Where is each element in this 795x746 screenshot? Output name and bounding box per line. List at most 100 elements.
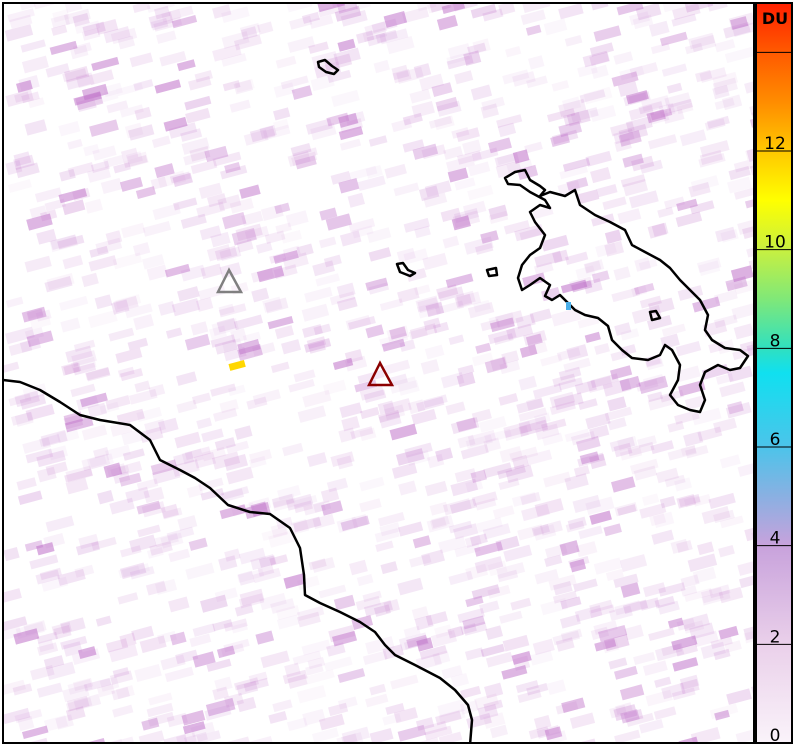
so2-pixel <box>457 364 475 376</box>
so2-pixel <box>166 712 188 728</box>
so2-pixel <box>212 686 229 701</box>
so2-pixel <box>134 380 151 393</box>
so2-pixel <box>196 417 213 430</box>
so2-pixel <box>522 3 551 14</box>
so2-pixel <box>26 308 44 321</box>
so2-pixel <box>727 365 753 383</box>
so2-pixel <box>233 34 262 51</box>
so2-pixel <box>338 178 360 194</box>
so2-pixel <box>348 165 378 181</box>
so2-pixel <box>460 623 477 635</box>
so2-pixel <box>302 324 323 338</box>
so2-pixel <box>450 417 480 435</box>
so2-pixel <box>473 299 491 313</box>
so2-pixel <box>22 437 51 454</box>
so2-pixel <box>708 584 731 599</box>
so2-pixel <box>412 143 439 160</box>
so2-pixel <box>628 190 659 209</box>
so2-pixel <box>409 554 432 568</box>
so2-pixel <box>93 446 110 459</box>
so2-pixel <box>165 327 183 339</box>
so2-pixel <box>29 315 52 330</box>
so2-pixel <box>714 289 738 305</box>
so2-pixel <box>590 626 610 640</box>
so2-pixel <box>318 3 346 18</box>
colorbar-tick-label: 0 <box>770 726 781 746</box>
so2-pixel <box>384 404 406 421</box>
so2-pixel <box>248 671 268 684</box>
so2-pixel <box>209 325 227 341</box>
so2-pixel <box>105 444 131 461</box>
so2-pixel <box>575 541 598 558</box>
so2-pixel <box>648 627 675 641</box>
so2-pixel <box>434 624 453 639</box>
so2-pixel <box>506 323 534 341</box>
island-tiny-east <box>648 309 662 322</box>
so2-pixel <box>160 503 179 519</box>
so2-pixel <box>533 714 552 731</box>
so2-pixel <box>474 693 499 710</box>
so2-pixel <box>453 523 479 540</box>
so2-pixel <box>716 339 735 355</box>
so2-pixel <box>517 689 542 703</box>
so2-pixel <box>549 391 576 409</box>
so2-pixel <box>502 69 530 85</box>
so2-pixel <box>512 454 529 470</box>
so2-pixel <box>43 715 69 732</box>
so2-pixel <box>88 69 115 86</box>
so2-pixel <box>448 334 465 346</box>
so2-pixel <box>206 193 227 208</box>
so2-pixel <box>219 399 239 414</box>
so2-pixel <box>204 145 229 163</box>
so2-pixel <box>66 695 90 712</box>
so2-pixel <box>216 317 237 333</box>
high-so2-patch-blue <box>566 302 571 310</box>
so2-pixel <box>321 500 344 516</box>
so2-pixel <box>123 155 148 168</box>
so2-pixel <box>676 494 697 509</box>
so2-pixel <box>43 655 65 670</box>
so2-pixel <box>96 683 116 698</box>
so2-pixel <box>377 400 395 415</box>
so2-pixel <box>421 144 447 160</box>
so2-pixel <box>452 210 481 229</box>
so2-pixel <box>67 162 95 178</box>
so2-pixel <box>250 554 276 571</box>
so2-pixel <box>154 163 175 178</box>
so2-pixel <box>373 604 391 617</box>
so2-pixel <box>334 5 362 22</box>
so2-pixel <box>184 333 211 351</box>
so2-pixel <box>74 564 95 578</box>
so2-pixel <box>526 683 549 696</box>
so2-pixel <box>211 318 239 336</box>
so2-pixel <box>707 3 728 12</box>
so2-pixel <box>198 182 223 200</box>
so2-pixel <box>683 495 701 508</box>
so2-pixel <box>64 416 94 433</box>
so2-pixel <box>73 91 102 106</box>
so2-pixel <box>692 494 712 507</box>
so2-pixel <box>467 301 495 319</box>
so2-pixel <box>296 243 314 257</box>
so2-pixel <box>445 273 474 289</box>
so2-pixel <box>641 95 670 112</box>
so2-pixel <box>631 285 648 297</box>
so2-pixel <box>76 97 97 113</box>
so2-pixel <box>642 660 668 676</box>
so2-pixel <box>488 204 508 220</box>
so2-pixel <box>446 52 471 65</box>
so2-pixel <box>422 252 448 271</box>
so2-pixel <box>366 32 387 47</box>
so2-pixel <box>615 702 633 716</box>
so2-pixel <box>391 64 410 80</box>
so2-pixel <box>731 302 754 320</box>
so2-pixel <box>474 242 494 255</box>
so2-pixel <box>493 333 514 345</box>
so2-pixel <box>613 51 634 65</box>
so2-pixel <box>169 631 187 646</box>
so2-pixel <box>136 478 159 492</box>
so2-pixel <box>475 498 497 511</box>
so2-pixel <box>46 661 76 681</box>
so2-pixel <box>476 517 503 533</box>
